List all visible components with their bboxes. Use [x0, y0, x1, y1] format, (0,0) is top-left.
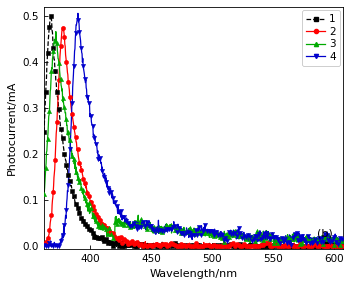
- X-axis label: Wavelength/nm: Wavelength/nm: [149, 269, 238, 279]
- Text: (b): (b): [317, 229, 333, 239]
- Y-axis label: Photocurrent/mA: Photocurrent/mA: [7, 81, 17, 175]
- Legend: 1, 2, 3, 4: 1, 2, 3, 4: [302, 10, 340, 66]
